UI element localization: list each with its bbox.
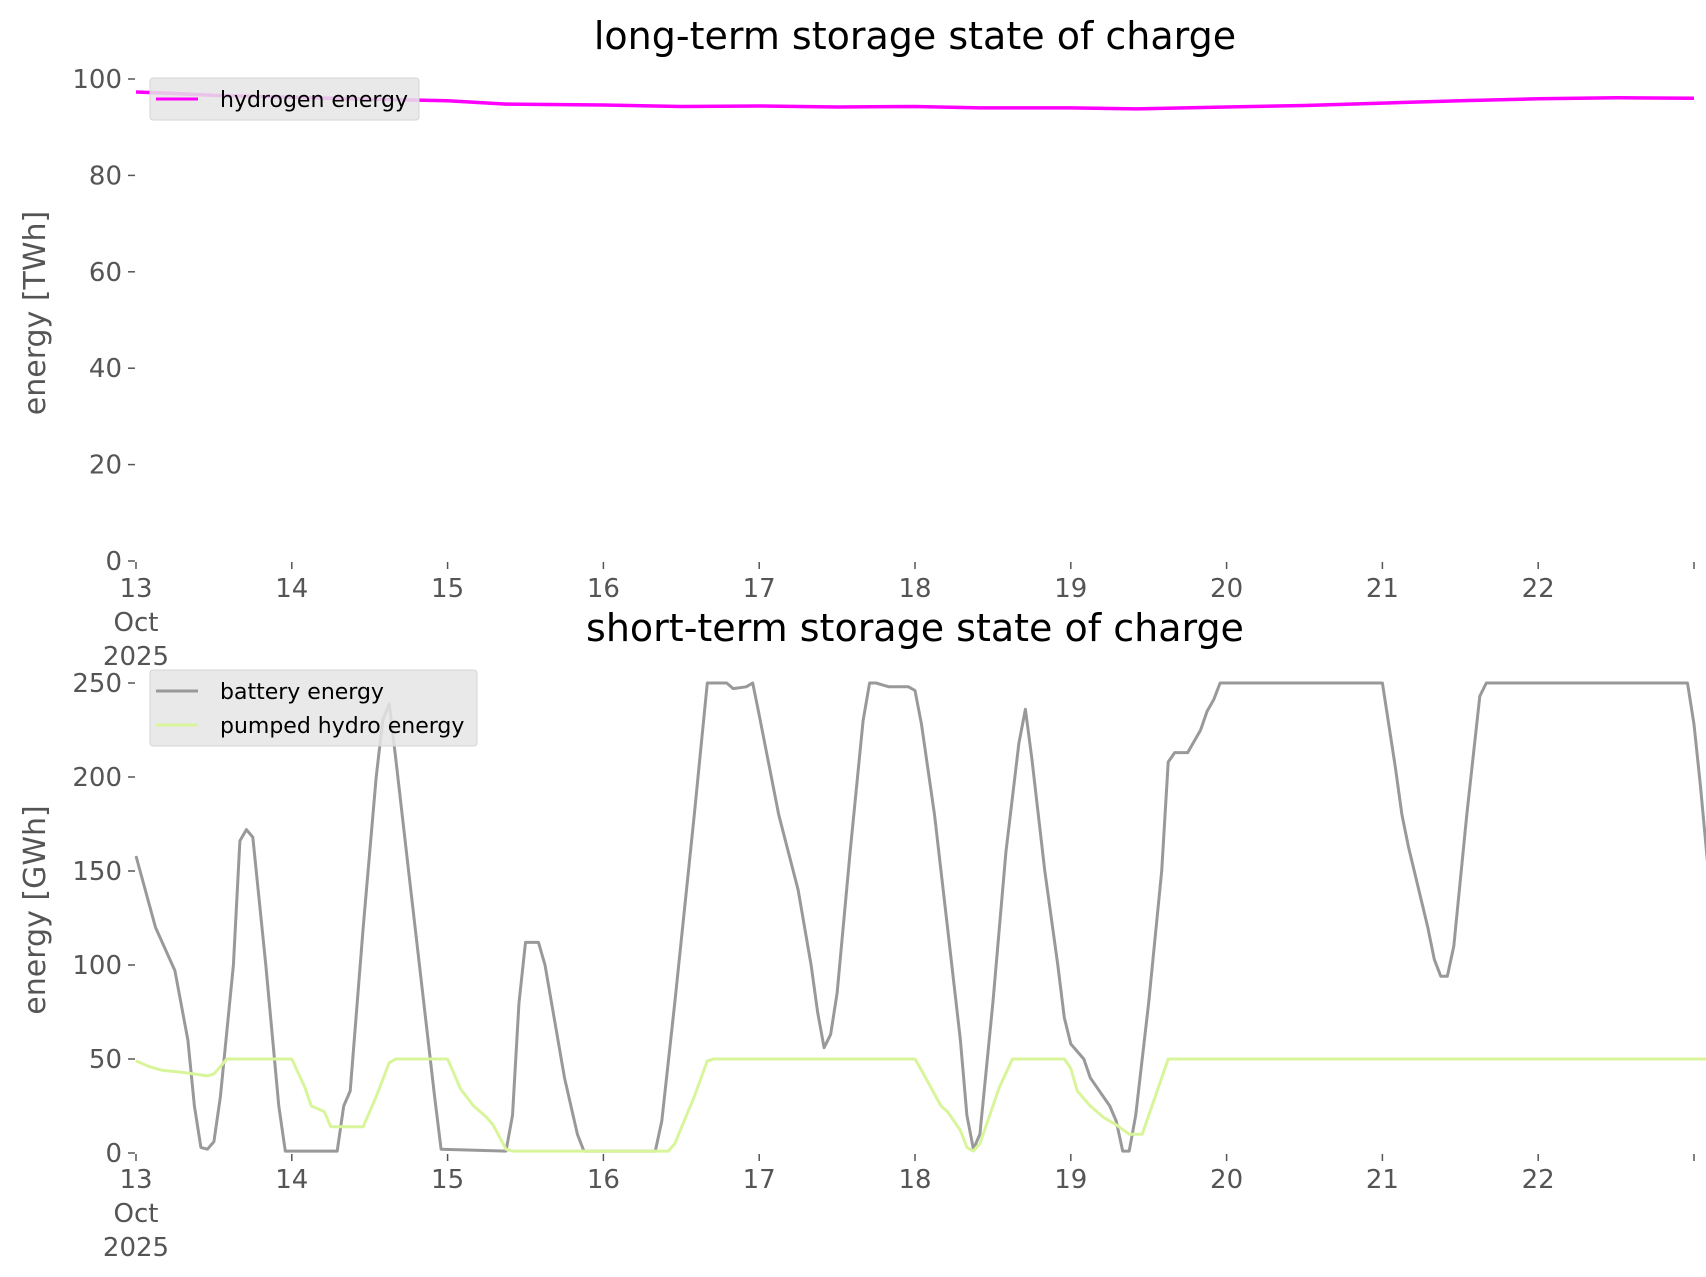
x-tick-label: Oct	[114, 608, 159, 638]
x-tick-label: 16	[587, 574, 620, 604]
x-tick-label: 20	[1210, 1165, 1243, 1195]
legend-entry: hydrogen energy	[220, 88, 408, 113]
short-term-chart: short-term storage state of charge energ…	[18, 606, 1706, 1263]
series-line-pumped-hydro-energy	[135, 1057, 1706, 1153]
y-tick-label: 250	[72, 669, 122, 699]
y-tick-label: 0	[105, 1139, 122, 1169]
x-tick-label: 14	[275, 574, 308, 604]
y-tick-label: 80	[89, 161, 122, 191]
x-tick-label: 21	[1366, 1165, 1399, 1195]
y-tick-label: 200	[72, 763, 122, 793]
y-tick-label: 100	[72, 65, 122, 95]
chart-title: long-term storage state of charge	[594, 14, 1236, 58]
x-tick-label: 14	[275, 1165, 308, 1195]
x-tick-label: 17	[743, 574, 776, 604]
x-tick-label: 22	[1522, 574, 1555, 604]
y-tick-label: 50	[89, 1045, 122, 1075]
x-tick-label: Oct	[114, 1199, 159, 1229]
series-lines	[134, 681, 1706, 1153]
y-axis-label: energy [GWh]	[18, 805, 53, 1014]
x-tick-label: 21	[1366, 574, 1399, 604]
x-tick-label: 15	[431, 1165, 464, 1195]
x-tick-label: 18	[898, 1165, 931, 1195]
x-tick-label: 13	[119, 1165, 152, 1195]
x-tick-label: 13	[119, 574, 152, 604]
y-tick-label: 60	[89, 258, 122, 288]
axis-ticks: 0 50 100 150 200 250 13 Oct 2025 14 15 16 17 18 19 20 21…	[72, 669, 1695, 1263]
x-tick-label: 17	[743, 1165, 776, 1195]
legend: battery energy pumped hydro energy	[149, 669, 478, 747]
x-tick-label: 22	[1522, 1165, 1555, 1195]
x-tick-label: 19	[1054, 574, 1087, 604]
legend-entry: battery energy	[220, 680, 384, 705]
x-tick-label: 15	[431, 574, 464, 604]
y-tick-label: 0	[105, 547, 122, 577]
legend-box	[149, 669, 478, 747]
x-tick-label: 16	[587, 1165, 620, 1195]
legend-box	[149, 77, 420, 121]
y-tick-label: 20	[89, 451, 122, 481]
long-term-chart: long-term storage state of charge energy…	[18, 14, 1695, 672]
series-line-battery-energy	[134, 681, 1706, 1153]
y-tick-label: 150	[72, 857, 122, 887]
x-tick-label: 2025	[103, 642, 169, 672]
x-tick-label: 19	[1054, 1165, 1087, 1195]
chart-title: short-term storage state of charge	[586, 606, 1244, 650]
y-tick-label: 40	[89, 354, 122, 384]
x-tick-label: 2025	[103, 1233, 169, 1263]
x-tick-label: 18	[898, 574, 931, 604]
legend: hydrogen energy	[149, 77, 420, 121]
axis-ticks: 0 20 40 60 80 100 13 Oct 2025 14 15 16 17 18 19 20 21 22	[72, 65, 1695, 672]
x-tick-label: 20	[1210, 574, 1243, 604]
y-tick-label: 100	[72, 951, 122, 981]
legend-entry: pumped hydro energy	[220, 714, 464, 739]
y-axis-label: energy [TWh]	[18, 211, 53, 415]
